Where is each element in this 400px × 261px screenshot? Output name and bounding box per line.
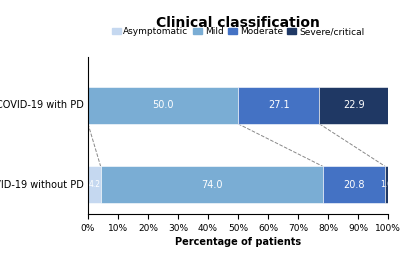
Bar bbox=[323, 166, 385, 203]
Text: 50.0: 50.0 bbox=[152, 100, 174, 110]
Legend: Asymptomatic, Mild, Moderate, Severe/critical: Asymptomatic, Mild, Moderate, Severe/cri… bbox=[112, 27, 364, 37]
Bar bbox=[385, 166, 388, 203]
X-axis label: Percentage of patients: Percentage of patients bbox=[175, 237, 301, 247]
Bar bbox=[101, 166, 323, 203]
Title: Clinical classification: Clinical classification bbox=[156, 16, 320, 30]
Bar bbox=[88, 166, 101, 203]
Text: 1.0: 1.0 bbox=[380, 180, 392, 189]
Text: 20.8: 20.8 bbox=[343, 180, 364, 190]
Text: 4.2: 4.2 bbox=[88, 180, 100, 189]
Text: 22.9: 22.9 bbox=[343, 100, 364, 110]
Text: 74.0: 74.0 bbox=[201, 180, 222, 190]
Bar bbox=[88, 87, 238, 124]
Bar bbox=[319, 87, 388, 124]
Bar bbox=[238, 87, 319, 124]
Text: 27.1: 27.1 bbox=[268, 100, 290, 110]
